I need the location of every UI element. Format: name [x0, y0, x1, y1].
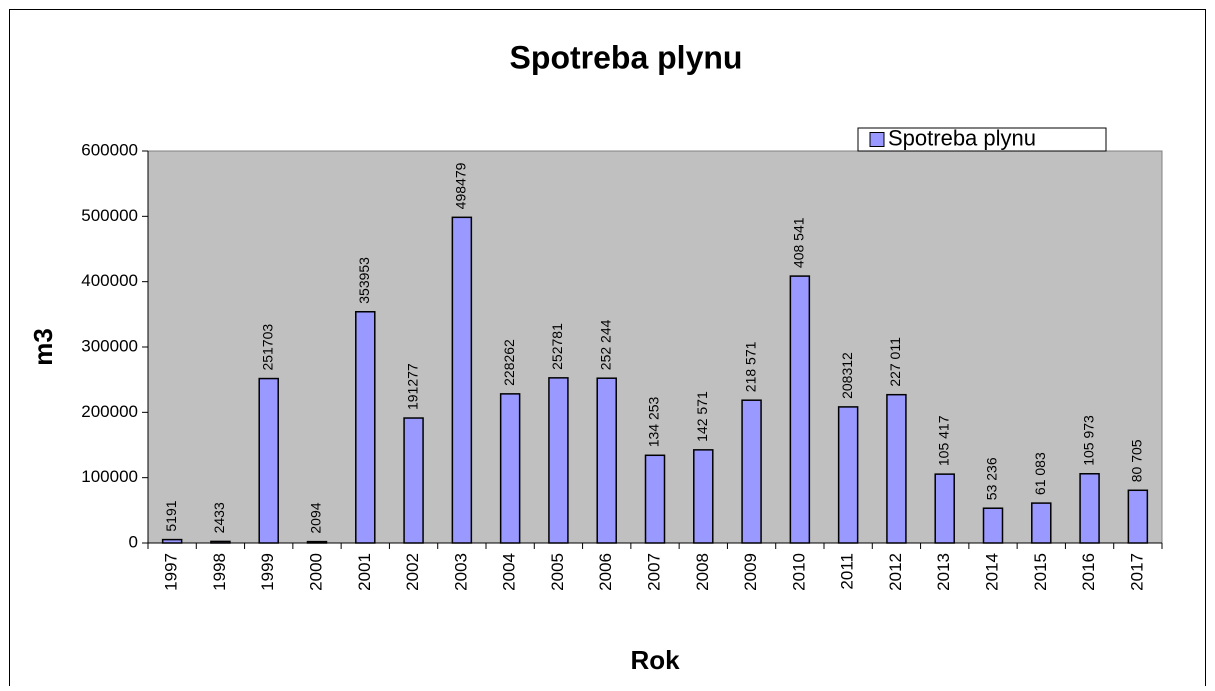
bar [451, 216, 473, 544]
value-label: 2433 [211, 502, 227, 533]
bar [741, 399, 762, 544]
x-axis-label: Rok [630, 645, 680, 675]
bar [693, 449, 714, 544]
bar [789, 275, 811, 544]
value-label: 227 011 [887, 337, 903, 387]
x-tick-label: 2015 [1031, 553, 1050, 591]
value-label: 228262 [501, 339, 517, 386]
x-tick-label: 2007 [644, 553, 663, 591]
x-tick-label: 2016 [1079, 553, 1098, 591]
legend-label: Spotreba plynu [888, 125, 1036, 150]
x-tick-label: 2001 [355, 553, 374, 591]
bar [161, 538, 183, 544]
value-label: 208312 [839, 352, 855, 399]
bar [886, 393, 907, 544]
bar [499, 393, 521, 544]
bar [1127, 489, 1149, 544]
x-tick-label: 2002 [403, 553, 422, 591]
x-tick-label: 2014 [982, 553, 1001, 591]
x-tick-label: 2011 [838, 553, 857, 590]
value-label: 80 705 [1129, 439, 1145, 482]
value-label: 134 253 [646, 396, 662, 447]
value-label: 61 083 [1032, 452, 1048, 495]
bar [306, 540, 328, 544]
x-tick-label: 2009 [741, 553, 760, 591]
value-label: 252 244 [597, 319, 613, 370]
y-tick-label: 500000 [81, 206, 138, 225]
y-tick-label: 200000 [81, 402, 138, 421]
y-tick-label: 400000 [81, 271, 138, 290]
x-tick-label: 2000 [306, 553, 325, 591]
bar [548, 377, 569, 544]
bar [355, 311, 376, 544]
x-tick-label: 2013 [934, 553, 953, 591]
value-label: 218 571 [742, 341, 758, 392]
value-label: 142 571 [694, 391, 710, 442]
x-tick-label: 2006 [596, 553, 615, 591]
bar [403, 417, 424, 544]
bar [934, 473, 955, 544]
value-label: 498479 [453, 162, 469, 209]
value-label: 251703 [259, 324, 275, 371]
x-tick-label: 1998 [210, 553, 229, 591]
chart-title: Spotreba plynu [510, 39, 743, 75]
x-tick-label: 2010 [789, 553, 808, 591]
bar [982, 507, 1004, 544]
legend-box [857, 127, 1107, 152]
y-tick-label: 600000 [81, 140, 138, 159]
value-label: 105 973 [1080, 415, 1096, 466]
bar [1031, 502, 1052, 544]
bar [210, 540, 231, 544]
y-axis-label: m3 [28, 328, 58, 366]
x-tick-label: 2017 [1127, 553, 1146, 591]
bar [1079, 473, 1100, 544]
bar [837, 406, 859, 544]
value-label: 2094 [308, 502, 324, 533]
x-tick-label: 2005 [548, 553, 567, 591]
value-label: 105 417 [935, 415, 951, 466]
value-label: 252781 [549, 323, 565, 370]
value-label: 408 541 [791, 217, 807, 268]
y-tick-label: 0 [129, 532, 138, 551]
y-tick-label: 300000 [81, 336, 138, 355]
bar [258, 377, 279, 544]
y-tick-label: 100000 [81, 467, 138, 486]
x-tick-label: 1997 [162, 553, 181, 591]
bar [644, 454, 666, 544]
value-label: 191277 [404, 363, 420, 410]
bar [596, 377, 617, 544]
x-tick-label: 2008 [693, 553, 712, 591]
x-tick-label: 2004 [500, 553, 519, 591]
value-label: 353953 [356, 257, 372, 304]
x-tick-label: 2003 [451, 553, 470, 591]
value-label: 53 236 [984, 457, 1000, 500]
x-tick-label: 1999 [258, 553, 277, 591]
value-label: 5191 [163, 500, 179, 531]
x-tick-label: 2012 [886, 553, 905, 591]
legend-swatch [869, 132, 885, 147]
